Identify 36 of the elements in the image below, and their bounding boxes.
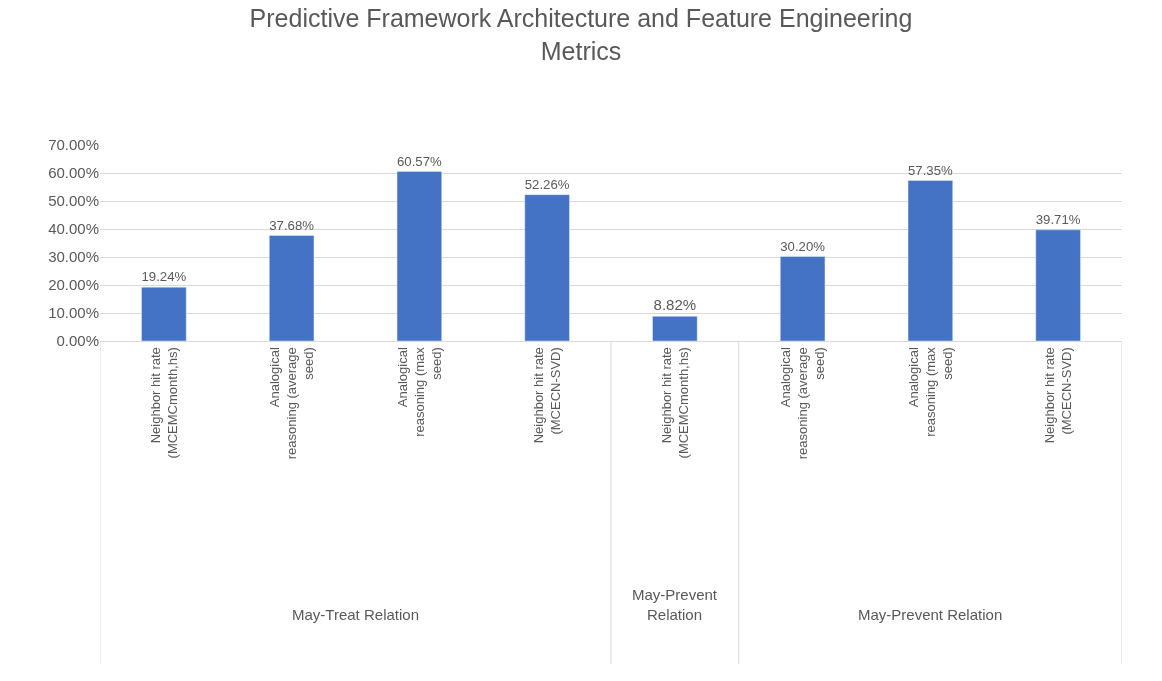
text: May-Prevent Relation <box>632 586 718 623</box>
y-tick-label: 60.00% <box>48 164 99 182</box>
y-tick-label: 70.00% <box>48 136 99 154</box>
x-tick-label: Analogical reasoning (average seed) <box>266 347 316 460</box>
bar <box>1035 229 1081 341</box>
x-tick-label: Neighbor hit rate (MCECN-SVD) <box>1041 347 1074 444</box>
data-label: 52.26% <box>524 177 570 193</box>
bar <box>524 194 570 341</box>
y-tick-label: 50.00% <box>48 192 99 210</box>
data-label: 37.68% <box>269 217 315 233</box>
y-tick-label: 20.00% <box>48 276 99 294</box>
y-tick-label: 10.00% <box>48 304 99 322</box>
y-tick-label: 40.00% <box>48 220 99 238</box>
data-label: 19.24% <box>141 269 187 285</box>
x-tick-label: Neighbor hit rate (MCEMCmonth,hs) <box>147 347 180 459</box>
text: May-Prevent Relation <box>858 606 1003 623</box>
text: May-Treat Relation <box>292 606 419 623</box>
bar <box>141 286 187 341</box>
data-label: 39.71% <box>1035 212 1081 228</box>
y-tick-label: 30.00% <box>48 248 99 266</box>
data-label: 57.35% <box>908 162 953 178</box>
x-tick-label: Analogical reasoning (max seed) <box>905 346 955 437</box>
x-tick-label: Analogical reasoning (average seed) <box>777 347 827 460</box>
data-label: 60.57% <box>397 153 442 169</box>
y-tick-label: 0.00% <box>56 332 99 350</box>
x-tick-label: Neighbor hit rate (MCECN-SVD) <box>530 347 563 444</box>
data-label: 30.20% <box>780 238 826 254</box>
bar <box>396 171 442 341</box>
bar <box>652 316 698 341</box>
bar <box>907 180 953 341</box>
data-label: 8.82% <box>653 296 697 314</box>
bar <box>269 235 315 341</box>
bar <box>780 256 826 341</box>
x-tick-label: Neighbor hit rate (MCEMCmonth,hs) <box>658 347 691 459</box>
chart-title: Predictive Framework Architecture and Feature Engineering Metrics <box>249 4 913 65</box>
x-tick-label: Analogical reasoning (max seed) <box>394 346 444 437</box>
